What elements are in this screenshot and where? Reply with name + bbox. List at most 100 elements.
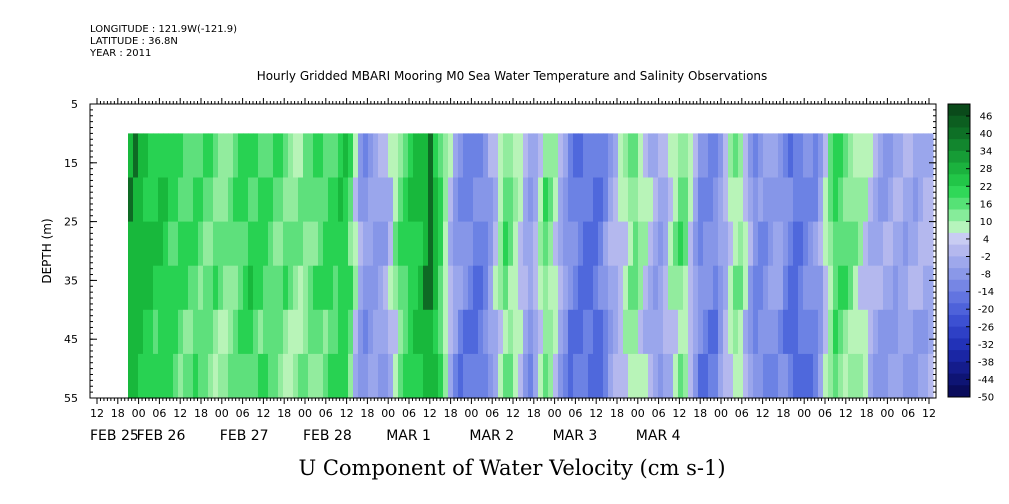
heatmap-cell (538, 133, 544, 179)
heatmap-cell (588, 265, 594, 311)
heatmap-cell (628, 353, 634, 399)
heatmap-cell (188, 353, 194, 399)
heatmap-cell (723, 133, 729, 179)
heatmap-cell (128, 309, 134, 355)
heatmap-cell (613, 221, 619, 267)
heatmap-cell (813, 265, 819, 311)
heatmap-cell (853, 221, 859, 267)
heatmap-cell (213, 353, 219, 399)
heatmap-cell (278, 265, 284, 311)
heatmap-cell (378, 177, 384, 223)
heatmap-cell (633, 133, 639, 179)
heatmap-cell (178, 221, 184, 267)
heatmap-cell (788, 353, 794, 399)
heatmap-cell (568, 133, 574, 179)
colorbar-label: -2 (981, 252, 991, 263)
heatmap-cell (728, 177, 734, 223)
heatmap-cell (723, 265, 729, 311)
heatmap-cell (213, 221, 219, 267)
heatmap-cell (878, 353, 884, 399)
heatmap-cell (728, 221, 734, 267)
heatmap-cell (248, 265, 254, 311)
heatmap-cell (383, 133, 389, 179)
heatmap-cell (378, 309, 384, 355)
year-label: YEAR : 2011 (90, 48, 152, 59)
heatmap-cell (353, 353, 359, 399)
heatmap-cell (133, 353, 139, 399)
heatmap-cell (628, 265, 634, 311)
heatmap-cell (483, 309, 489, 355)
heatmap-cell (238, 265, 244, 311)
heatmap-cell (253, 133, 259, 179)
heatmap-cell (343, 177, 349, 223)
heatmap-cell (138, 177, 144, 223)
heatmap-cell (518, 265, 524, 311)
heatmap-cell (178, 133, 184, 179)
heatmap-cell (303, 309, 309, 355)
heatmap-cell (693, 133, 699, 179)
heatmap-cell (848, 177, 854, 223)
heatmap-cell (498, 133, 504, 179)
heatmap-cell (283, 309, 289, 355)
heatmap-cell (668, 177, 674, 223)
heatmap-cell (153, 309, 159, 355)
heatmap-cell (308, 265, 314, 311)
heatmap-cell (218, 265, 224, 311)
heatmap-cell (883, 309, 889, 355)
heatmap-cell (243, 309, 249, 355)
heatmap-cell (293, 133, 299, 179)
heatmap-cell (913, 177, 919, 223)
heatmap-cell (578, 221, 584, 267)
heatmap-cell (673, 309, 679, 355)
heatmap-cell (368, 353, 374, 399)
heatmap-cell (418, 221, 424, 267)
heatmap-cell (783, 265, 789, 311)
heatmap-cell (658, 133, 664, 179)
heatmap-cell (298, 353, 304, 399)
heatmap-cell (793, 177, 799, 223)
heatmap-cell (238, 221, 244, 267)
heatmap-cell (453, 133, 459, 179)
heatmap-cell (713, 221, 719, 267)
heatmap-cell (368, 133, 374, 179)
heatmap-cell (133, 265, 139, 311)
heatmap-cell (713, 265, 719, 311)
heatmap-cell (608, 133, 614, 179)
heatmap-cell (788, 133, 794, 179)
heatmap-cell (753, 353, 759, 399)
heatmap-cell (603, 309, 609, 355)
heatmap-cell (248, 353, 254, 399)
heatmap-cell (913, 353, 919, 399)
heatmap-cell (748, 353, 754, 399)
heatmap-cell (323, 353, 329, 399)
x-day-label: FEB 27 (220, 428, 269, 444)
heatmap-cell (588, 353, 594, 399)
colorbar-swatch (948, 197, 970, 210)
heatmap-cell (268, 309, 274, 355)
heatmap-cell (448, 309, 454, 355)
heatmap-cell (143, 309, 149, 355)
x-tick-label: 00 (132, 407, 146, 420)
heatmap-cell (808, 265, 814, 311)
x-tick-label: 12 (90, 407, 104, 420)
heatmap-cell (768, 309, 774, 355)
heatmap-cell (303, 221, 309, 267)
heatmap-cell (878, 177, 884, 223)
heatmap-cell (743, 221, 749, 267)
heatmap-cell (718, 221, 724, 267)
heatmap-cell (533, 177, 539, 223)
heatmap-cell (193, 265, 199, 311)
heatmap-cell (428, 133, 434, 179)
heatmap-cell (468, 133, 474, 179)
heatmap-cell (293, 353, 299, 399)
heatmap-cell (298, 133, 304, 179)
heatmap-cell (588, 133, 594, 179)
heatmap-cell (873, 353, 879, 399)
heatmap-cell (243, 177, 249, 223)
heatmap-cell (793, 133, 799, 179)
heatmap-cell (593, 133, 599, 179)
heatmap-cell (818, 221, 824, 267)
y-tick-label: 35 (64, 274, 78, 287)
heatmap-cell (558, 133, 564, 179)
heatmap-cell (698, 309, 704, 355)
